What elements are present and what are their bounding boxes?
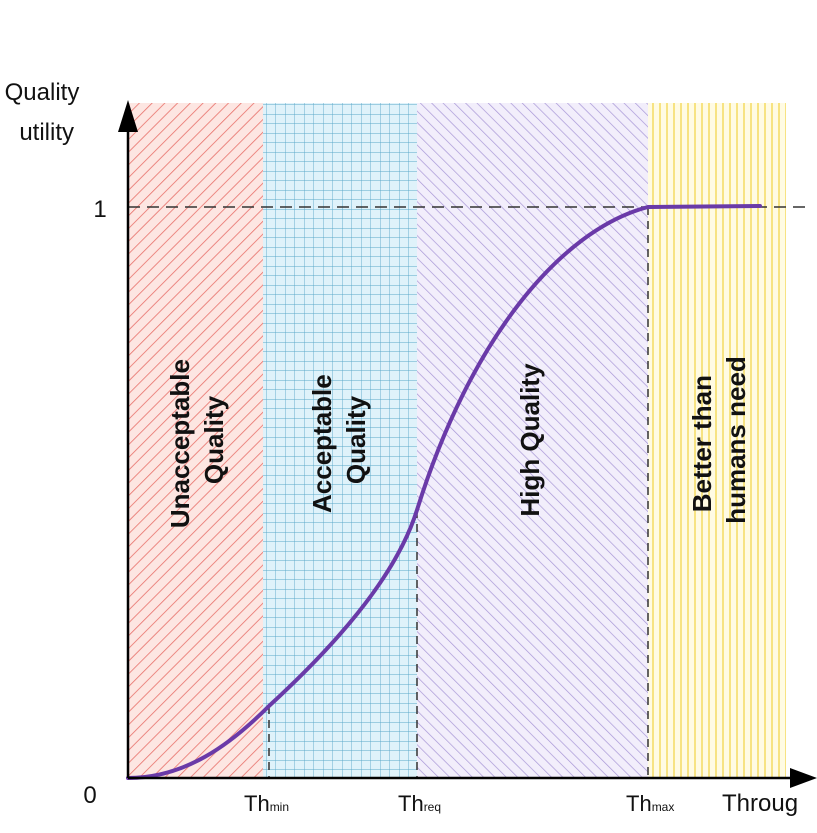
zone-better-label: Better than humans need bbox=[687, 356, 751, 524]
y-axis-title: Quality utility bbox=[5, 79, 86, 146]
zone-acceptable-label: Acceptable Quality bbox=[307, 367, 371, 513]
zone-better-region bbox=[648, 103, 786, 778]
zone-acceptable-region bbox=[263, 103, 417, 778]
zone-high-region bbox=[417, 103, 648, 778]
x-axis-arrowhead bbox=[790, 768, 817, 788]
zone-high-label: High Quality bbox=[515, 363, 545, 517]
zone-unacceptable-label: Unacceptable Quality bbox=[165, 352, 229, 528]
zone-unacceptable-region bbox=[128, 103, 263, 778]
th-req-label: Threq bbox=[398, 791, 441, 816]
y-tick-one: 1 bbox=[93, 196, 106, 223]
y-axis-arrowhead bbox=[118, 100, 138, 132]
th-max-label: Thmax bbox=[626, 791, 674, 816]
y-tick-zero: 0 bbox=[83, 782, 96, 809]
th-min-label: Thmin bbox=[244, 791, 289, 816]
x-axis-title: Throug bbox=[722, 790, 798, 817]
quality-utility-curve bbox=[126, 204, 762, 780]
